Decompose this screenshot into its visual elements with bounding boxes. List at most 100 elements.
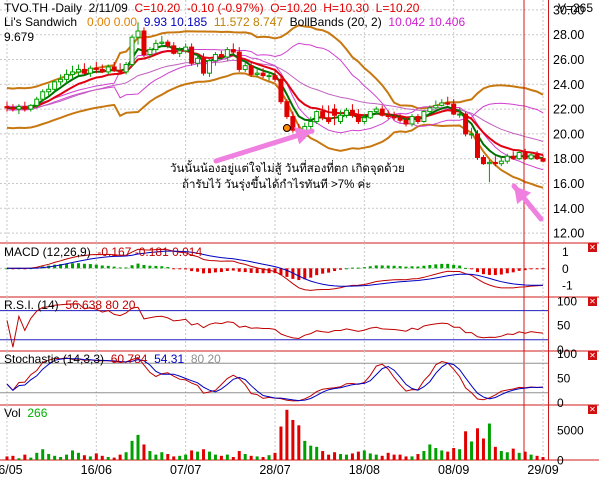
macd-hist-bar — [118, 267, 122, 269]
volume-bar — [47, 454, 51, 460]
candle-body — [123, 63, 129, 73]
candle-body — [117, 70, 123, 73]
volume-bar — [196, 451, 200, 460]
macd-hist-bar — [446, 263, 450, 269]
volume-bar — [398, 454, 402, 460]
date-label: 2/11/09 — [88, 1, 128, 15]
volume-bar — [213, 454, 217, 460]
macd-hist-bar — [362, 267, 366, 269]
volume-bar — [392, 454, 396, 460]
candle-body — [52, 81, 58, 90]
macd-tick-label: 1 — [562, 245, 569, 259]
candle-body — [367, 111, 373, 119]
macd-hist-bar — [261, 268, 265, 274]
macd-hist-bar — [327, 268, 331, 273]
vol-value: 266 — [27, 406, 48, 420]
candle-body — [201, 57, 207, 74]
macd-hist-bar — [154, 265, 158, 269]
candle-body — [343, 109, 349, 116]
candle-body — [16, 106, 22, 110]
macd-hist-bar — [404, 266, 408, 269]
candle-body — [314, 111, 320, 123]
volume-bar — [261, 457, 265, 460]
volume-bar — [458, 449, 462, 460]
macd-hist-bar — [202, 268, 206, 274]
candle-body — [338, 114, 344, 122]
volume-bar — [440, 450, 444, 460]
volume-bar — [368, 453, 372, 460]
candle-body — [504, 155, 510, 162]
volume-bar — [499, 451, 503, 460]
volume-bar — [178, 455, 182, 460]
macd-hist-bar — [160, 266, 164, 269]
price-tick-label: 26.00 — [553, 53, 584, 67]
stoch-close-button[interactable]: ✕ — [588, 351, 597, 360]
macd-hist-bar — [392, 265, 396, 269]
candle-body — [320, 111, 326, 119]
candle-body — [534, 154, 540, 160]
candle-body — [254, 72, 260, 75]
candle-body — [409, 116, 415, 125]
macd-hist-bar — [303, 268, 307, 280]
volume-bar — [118, 454, 122, 460]
candle-body — [224, 49, 230, 58]
x-tick-label: 07/07 — [170, 463, 201, 477]
macd-hist-bar — [65, 263, 69, 269]
volume-bar — [112, 457, 116, 460]
macd-hist-bar — [70, 263, 74, 269]
price-tick-label: 24.00 — [553, 78, 584, 92]
macd-hist-bar — [356, 267, 360, 269]
candle-body — [480, 156, 486, 165]
macd-hist-bar — [94, 264, 98, 269]
volume-close-button[interactable]: ✕ — [588, 405, 597, 414]
candle-body — [183, 46, 189, 52]
volume-bar — [303, 440, 307, 460]
candle-body — [195, 57, 201, 64]
candle-body — [69, 71, 75, 75]
volume-bar — [487, 423, 491, 460]
candle-body — [540, 158, 546, 162]
macd-hist-bar — [505, 268, 509, 274]
candle-body — [34, 98, 40, 106]
candle-body — [87, 67, 93, 74]
stoch-tick-label: 50 — [557, 372, 571, 386]
volume-bar — [41, 449, 45, 460]
volume-bar — [362, 450, 366, 460]
macd-hist-bar — [76, 263, 80, 269]
volume-bar — [106, 457, 110, 460]
volume-bar — [11, 455, 15, 460]
macd-hist-bar — [237, 268, 241, 272]
macd-hist-bar — [190, 268, 194, 272]
stoch-label: Stochastic (14,3,3) — [4, 352, 105, 366]
macd-hist-bar — [452, 264, 456, 269]
macd-hist-bar — [219, 268, 223, 272]
candle-body — [492, 161, 498, 165]
candle-body — [284, 101, 290, 118]
rsi-tick-label: 0 — [557, 343, 564, 357]
rsi-close-button[interactable]: ✕ — [588, 297, 597, 306]
volume-bar — [327, 454, 331, 460]
candle-body — [81, 68, 87, 74]
candle-body — [64, 73, 70, 80]
candle-body — [486, 161, 492, 165]
volume-bar — [523, 451, 527, 460]
volume-bar — [160, 452, 164, 460]
volume-bar — [172, 456, 176, 460]
macd-signal-line — [7, 250, 543, 287]
candle-body — [326, 117, 332, 122]
volume-bar — [380, 455, 384, 460]
volume-bar — [154, 454, 158, 460]
x-tick-label: 18/08 — [349, 463, 380, 477]
candle-body — [218, 54, 224, 58]
li-values-1: 0.00 0.00 — [87, 15, 138, 29]
macd-hist-bar — [225, 268, 229, 271]
macd-hist-bar — [511, 268, 515, 273]
volume-bar — [267, 455, 271, 460]
macd-close-button[interactable]: ✕ — [588, 243, 597, 252]
x-tick-label: 29/09 — [527, 463, 558, 477]
macd-hist-bar — [106, 265, 110, 269]
candle-body — [75, 68, 81, 73]
candle-body — [373, 108, 379, 113]
annotation-line-1: วันนั้นน้องอยู่แต่ใจไม่สู้ วันที่สองที่ต… — [170, 163, 405, 175]
volume-bar — [53, 455, 57, 460]
